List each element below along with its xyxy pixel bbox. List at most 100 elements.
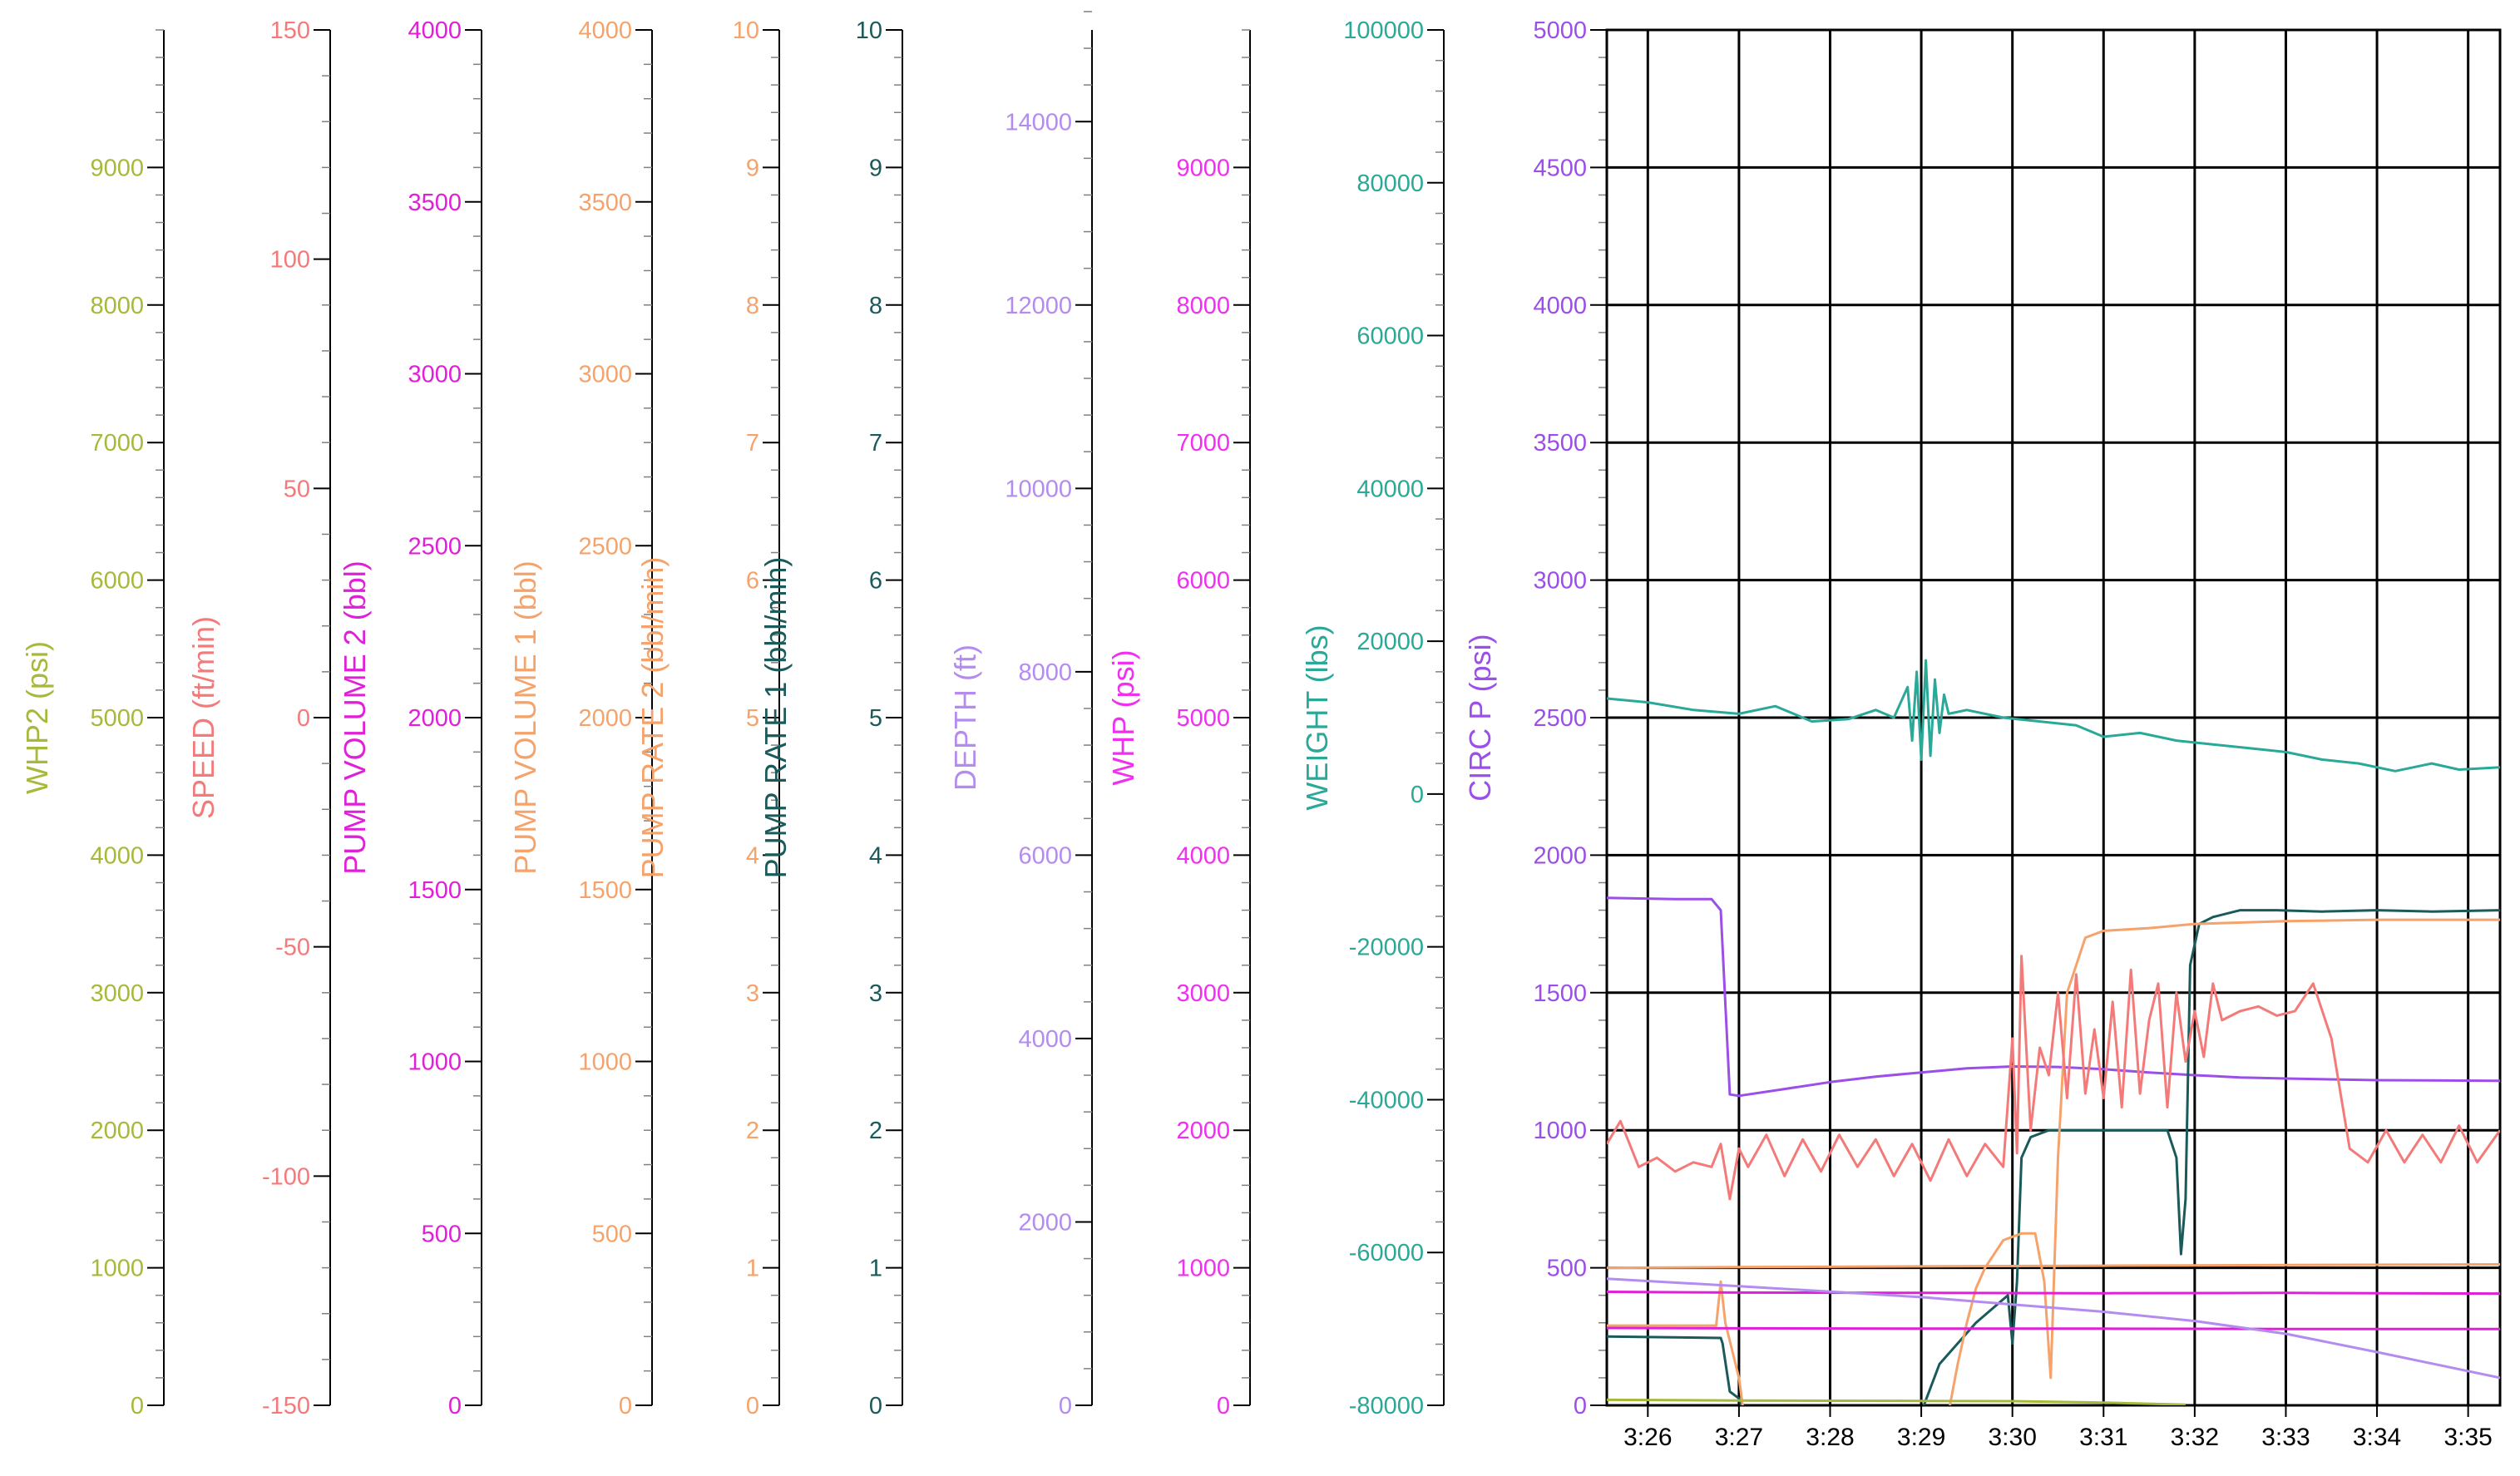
x-tick-label: 3:31 [2079,1424,2127,1451]
y-axes-group: 0100020003000400050006000700080009000WHP… [20,11,1607,1419]
tick-label: 2000 [1533,842,1587,869]
y-axis-circ-p-psi: 0 500 1000 1500 2000 2500 3000 3500 4000 4500 5000… [1463,17,1607,1419]
axis-title: WHP2 (psi) [20,641,54,794]
series-line-pump-volume-2-bbl [1607,1291,2500,1296]
tick-label: 60000 [1356,323,1424,350]
tick-label: 0 [869,1393,882,1419]
tick-label: 2000 [578,705,632,732]
tick-label: 7 [869,430,882,457]
tick-label: 500 [1547,1256,1587,1282]
tick-label: 1000 [90,1256,144,1282]
tick-label: 150 [270,17,310,44]
tick-label: 3000 [1176,980,1230,1007]
x-tick-label: 3:28 [1806,1424,1854,1451]
axis-title: DEPTH (ft) [948,644,982,791]
tick-label: 10000 [1005,476,1072,502]
series-line-whp2-psi [1607,1398,2186,1405]
tick-label: 3500 [408,190,462,216]
tick-label: 8 [869,293,882,319]
tick-label: 1500 [408,877,462,904]
y-axis-whp-psi: 0 1000 2000 3000 4000 5000 6000 7000 8000 9000 WHP… [1106,29,1251,1419]
tick-label: 2000 [408,705,462,732]
tick-label: 6000 [1176,568,1230,595]
tick-label: 1500 [578,877,632,904]
tick-label: 6 [746,568,759,595]
tick-label: 2500 [1533,705,1587,732]
tick-label: 3 [746,980,759,1007]
axis-title: PUMP VOLUME 2 (bbl) [338,560,372,874]
axis-title: CIRC P (psi) [1463,634,1497,801]
series-line-depth-ft [1607,1277,2500,1380]
x-tick-label: 3:33 [2261,1424,2310,1451]
axis-title: PUMP VOLUME 1 (bbl) [508,560,542,874]
y-axis-pump-volume-2-bbl: 0 500 1000 1500 2000 2500 3000 3500 4000 PUMP VOL… [338,17,482,1419]
tick-label: 0 [131,1393,144,1419]
series-line-weight-lbs [1607,659,2500,773]
tick-label: 6000 [1018,842,1072,869]
tick-label: 5000 [1533,17,1587,44]
series-line-pump-rate-2-bbl-min [1607,918,2500,1405]
tick-label: 40000 [1356,476,1424,502]
y-axis-weight-lbs: -80000 -60000 -40000 -20000 0 20000 40000 60000… [1300,17,1445,1419]
y-axis-pump-rate-2-bbl-min: 0 1 2 3 4 5 6 7 8 9 10 PUMP RATE 2 (bbl/min) [635,17,780,1419]
tick-label: 1000 [1176,1256,1230,1282]
axis-title: PUMP RATE 2 (bbl/min) [635,557,670,879]
tick-label: 500 [422,1221,462,1247]
tick-label: 0 [1059,1393,1072,1419]
tick-label: 2 [869,1118,882,1144]
x-tick-label: 3:34 [2353,1424,2401,1451]
tick-label: 3 [869,980,882,1007]
tick-label: 1000 [1533,1118,1587,1144]
series-line-speed-ft-min [1607,955,2500,1201]
tick-label: 8000 [1176,293,1230,319]
tick-label: 9 [869,155,882,181]
series-line-pump-volume-1-bbl [1607,1263,2500,1270]
tick-label: 0 [448,1393,462,1419]
tick-label: 1000 [408,1049,462,1076]
tick-label: 0 [297,705,310,732]
tick-label: 6000 [90,568,144,595]
tick-label: 500 [592,1221,632,1247]
tick-label: 8 [746,293,759,319]
x-tick-label: 3:30 [1988,1424,2036,1451]
tick-label: 1 [869,1256,882,1282]
tick-label: -100 [262,1163,310,1190]
x-tick-label: 3:32 [2171,1424,2219,1451]
tick-label: 100 [270,247,310,274]
tick-label: 7000 [90,430,144,457]
tick-label: 7 [746,430,759,457]
tick-label: 0 [619,1393,632,1419]
tick-label: 1000 [578,1049,632,1076]
plot-border [1605,28,2502,1407]
tick-label: 2000 [1176,1118,1230,1144]
tick-label: 7000 [1176,430,1230,457]
plot-area: 3:26 3:27 3:28 3:29 3:30 3:31 3:32 3:33 3:34 3:35 [1605,28,2502,1451]
series-lines [1607,659,2500,1405]
tick-label: 10 [856,17,882,44]
tick-label: 2500 [408,533,462,560]
tick-label: 4 [869,842,882,869]
x-tick-label: 3:27 [1715,1424,1763,1451]
tick-label: -60000 [1349,1240,1424,1266]
tick-label: 10 [733,17,759,44]
tick-label: 8000 [90,293,144,319]
tick-label: 80000 [1356,170,1424,197]
tick-label: 4000 [408,17,462,44]
tick-label: -150 [262,1393,310,1419]
tick-label: 5 [869,705,882,732]
axis-title: SPEED (ft/min) [186,616,220,819]
tick-label: 1500 [1533,980,1587,1007]
tick-label: 4000 [578,17,632,44]
series-line-pump-volume-2-bbl [1607,1326,2500,1330]
tick-label: 9000 [90,155,144,181]
tick-label: 6 [869,568,882,595]
tick-label: 0 [1574,1393,1587,1419]
tick-label: 20000 [1356,629,1424,655]
tick-label: -80000 [1349,1393,1424,1419]
y-axis-pump-volume-1-bbl: 0 500 1000 1500 2000 2500 3000 3500 4000 PUMP VOL… [508,17,653,1419]
tick-label: 4000 [1018,1026,1072,1053]
tick-label: 4000 [1533,293,1587,319]
y-axis-pump-rate-1-bbl-min: 0 1 2 3 4 5 6 7 8 9 10 PUMP RATE 1 (bbl/min) [758,17,903,1419]
axis-title: WHP (psi) [1106,649,1140,785]
